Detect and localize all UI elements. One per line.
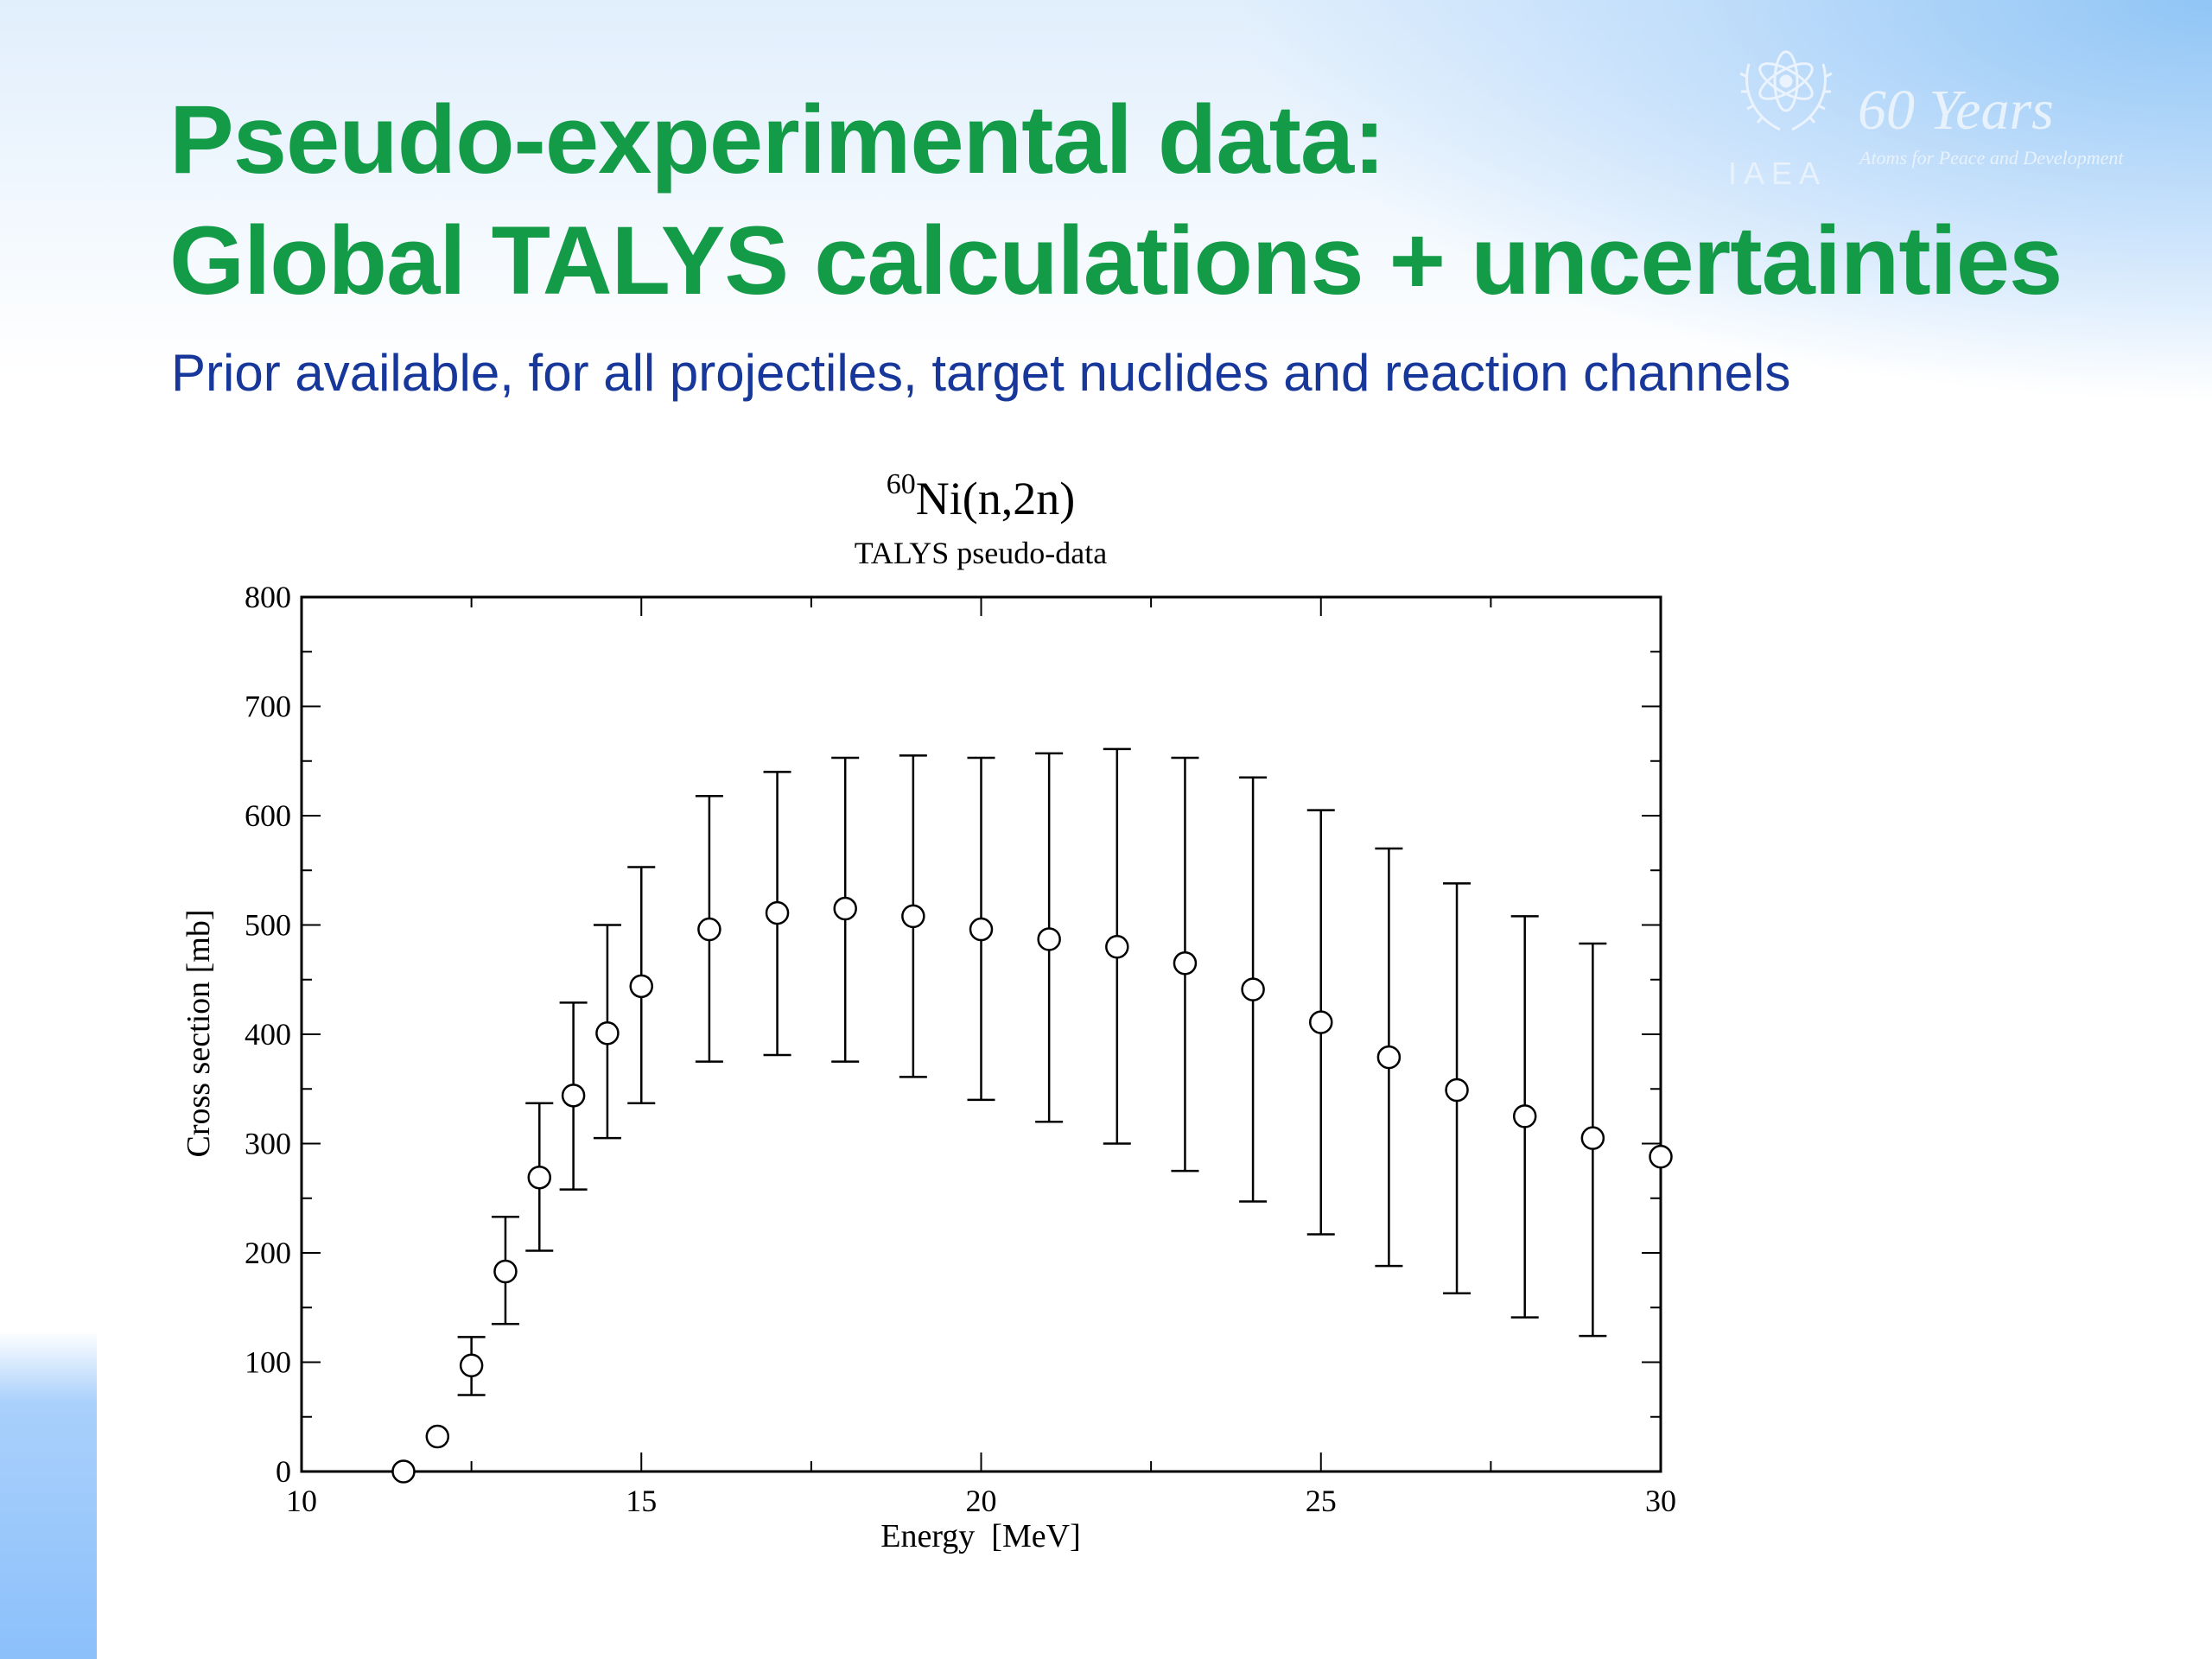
- atom-olive-wreath-icon: [1739, 50, 1833, 131]
- y-tick-label: 700: [245, 690, 291, 724]
- y-axis-label: Cross section [mb]: [181, 909, 217, 1157]
- chart-title: 60Ni(n,2n): [887, 468, 1075, 524]
- slide-title-line2: Global TALYS calculations + uncertaintie…: [169, 207, 2063, 315]
- data-point: [1037, 927, 1061, 951]
- logo-acronym: IAEA: [1728, 156, 1827, 191]
- x-tick-label: 25: [1306, 1484, 1337, 1518]
- data-point: [1445, 1077, 1469, 1103]
- data-point: [1376, 1045, 1402, 1070]
- chart-subtitle: TALYS pseudo-data: [855, 536, 1107, 570]
- y-tick-label: 200: [245, 1236, 291, 1270]
- y-tick-label: 800: [245, 580, 291, 614]
- data-point: [1309, 1010, 1333, 1034]
- slide-subtitle: Prior available, for all projectiles, ta…: [171, 344, 1791, 402]
- data-point: [1241, 977, 1265, 1001]
- corner-gradient-decoration: [0, 1331, 97, 1659]
- slide-title: Pseudo-experimental data: Global TALYS c…: [169, 79, 2063, 321]
- data-point: [459, 1353, 484, 1378]
- x-tick-label: 10: [286, 1484, 317, 1518]
- data-point: [561, 1084, 586, 1108]
- data-point: [1649, 1144, 1673, 1169]
- data-point: [527, 1165, 552, 1190]
- y-tick-label: 100: [245, 1345, 291, 1380]
- data-point: [1105, 935, 1129, 959]
- x-tick-label: 30: [1645, 1484, 1676, 1518]
- data-point: [629, 974, 653, 999]
- y-tick-label: 0: [276, 1454, 291, 1489]
- chart-title-superscript: 60: [887, 468, 916, 500]
- data-points: [391, 747, 1673, 1484]
- y-tick-label: 500: [245, 908, 291, 943]
- data-point: [697, 917, 721, 942]
- data-point: [833, 896, 857, 921]
- x-tick-label: 15: [626, 1484, 657, 1518]
- data-point: [391, 1459, 416, 1484]
- slide-title-line1: Pseudo-experimental data:: [169, 86, 1385, 194]
- y-tick-label: 600: [245, 798, 291, 833]
- data-point: [1173, 951, 1198, 976]
- data-point: [901, 904, 925, 929]
- y-tick-label: 300: [245, 1127, 291, 1161]
- x-tick-label: 20: [966, 1484, 997, 1518]
- logo-anniversary-text: 60 Years: [1858, 79, 2054, 142]
- y-tick-label: 400: [245, 1017, 291, 1052]
- chart-title-main: Ni(n,2n): [916, 473, 1075, 524]
- iaea-logo: IAEA 60 Years Atoms for Peace and Develo…: [1719, 26, 2203, 191]
- x-axis-label: Energy [MeV]: [880, 1518, 1080, 1554]
- data-point: [595, 1020, 620, 1046]
- logo-tagline: Atoms for Peace and Development: [1859, 147, 2124, 168]
- data-point: [425, 1424, 450, 1449]
- data-point: [1512, 1104, 1537, 1128]
- header-gradient-background: [0, 0, 2212, 536]
- data-point: [765, 900, 790, 925]
- data-point: [493, 1259, 518, 1284]
- data-point: [969, 917, 994, 942]
- data-point: [1580, 1126, 1605, 1150]
